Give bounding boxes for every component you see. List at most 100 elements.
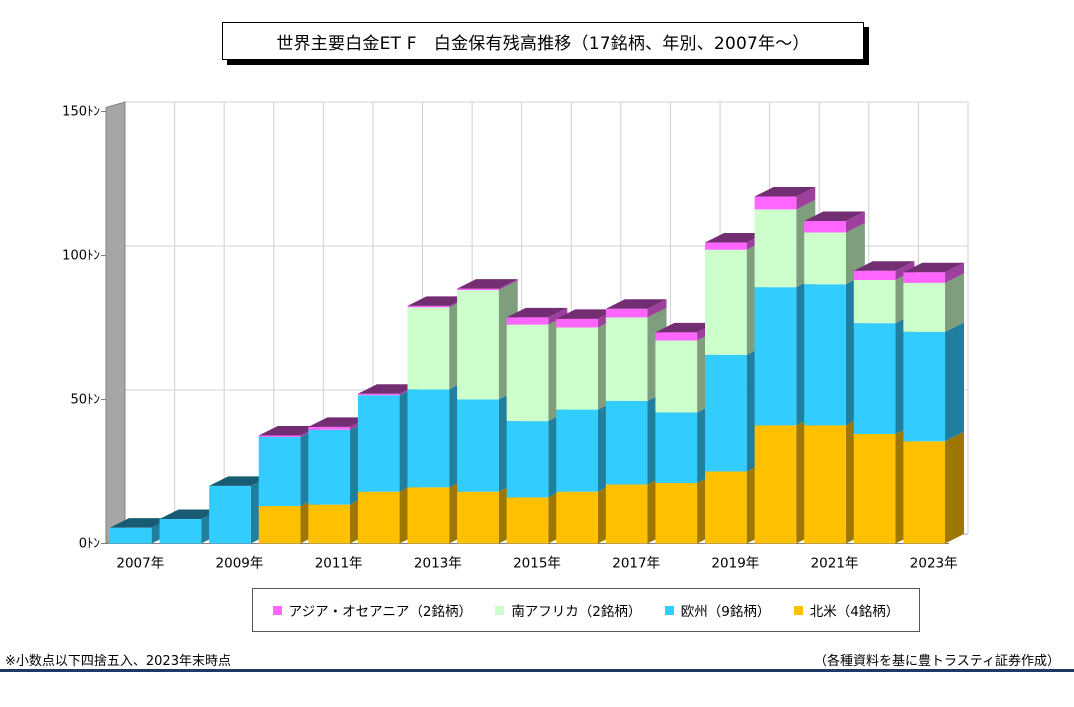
bar-north-america	[506, 497, 549, 544]
bar-europe	[308, 429, 350, 505]
x-tick-label: 2015年	[513, 556, 561, 572]
bar-europe	[605, 400, 648, 485]
bar-europe	[258, 436, 301, 507]
bar-north-america	[705, 471, 747, 544]
bar-south-africa	[705, 249, 747, 355]
bar-south-africa	[605, 317, 648, 401]
bar-north-america	[357, 491, 400, 544]
bar-europe	[109, 527, 152, 544]
bar-europe	[159, 519, 202, 544]
legend-label-south-africa: 南アフリカ（2銘柄）	[511, 604, 642, 620]
bar-top	[457, 279, 518, 289]
bar-north-america	[754, 425, 797, 544]
bar-asia	[903, 272, 946, 283]
bar-asia	[556, 318, 598, 328]
bar-asia	[258, 435, 301, 437]
footer-divider	[0, 669, 1074, 672]
bar-south-africa	[407, 307, 450, 390]
bar-side-asia	[548, 307, 568, 325]
x-tick-label: 2011年	[315, 556, 363, 572]
bar-side-south-africa	[945, 273, 965, 332]
chart-title-text: 世界主要白金ET F 白金保有残高推移（17銘柄、年別、2007年～）	[276, 33, 810, 54]
bar-side-asia	[498, 279, 518, 291]
legend-label-asia: アジア・オセアニア（2銘柄）	[288, 604, 472, 620]
bar-asia	[605, 308, 648, 318]
bar-europe	[705, 354, 747, 472]
bar-north-america	[556, 491, 598, 544]
bar-side-asia	[945, 262, 965, 283]
bar-south-africa	[754, 209, 797, 288]
bar-europe	[655, 412, 698, 484]
bar-top	[506, 307, 568, 318]
bar-europe	[853, 323, 896, 435]
legend-swatch-asia	[272, 605, 282, 615]
x-tick-label: 2023年	[910, 556, 958, 572]
x-tick-label: 2009年	[216, 556, 264, 572]
bar-north-america	[407, 487, 450, 544]
bar-south-africa	[804, 232, 846, 285]
bar-top	[209, 476, 270, 486]
bar-north-america	[605, 484, 648, 544]
x-tick-label: 2019年	[711, 556, 759, 572]
x-tick-label: 2017年	[612, 556, 660, 572]
bar-north-america	[853, 434, 896, 544]
bar-europe	[357, 395, 400, 492]
bar-top	[705, 233, 766, 243]
footnote-source: （各種資料を基に豊トラスティ証券作成）	[814, 654, 1060, 669]
bar-europe	[903, 331, 946, 442]
legend-item-south-africa: 南アフリカ（2銘柄）	[495, 600, 641, 620]
bar-south-africa	[457, 290, 499, 400]
bar-top	[556, 309, 617, 319]
bar-top	[605, 299, 667, 309]
bar-asia	[853, 270, 896, 280]
legend-label-europe: 欧州（9銘柄）	[680, 604, 771, 620]
bar-asia	[457, 288, 499, 291]
bar-asia	[804, 220, 846, 233]
bar-top	[903, 262, 965, 273]
bar-top	[754, 186, 816, 197]
legend-item-north-america: 北米（4銘柄）	[793, 600, 900, 620]
bar-asia	[357, 393, 400, 396]
x-tick-label: 2021年	[811, 556, 859, 572]
bar-top	[109, 518, 171, 528]
bar-top	[804, 211, 865, 221]
bar-top	[308, 417, 369, 427]
bar-north-america	[258, 506, 301, 544]
legend-item-asia: アジア・オセアニア（2銘柄）	[272, 600, 472, 620]
bar-asia	[655, 332, 698, 341]
bar-south-africa	[556, 327, 598, 410]
bar-north-america	[903, 441, 946, 544]
legend-swatch-north-america	[793, 605, 803, 615]
bar-top	[407, 296, 469, 306]
bar-asia	[705, 242, 747, 250]
bar-side-asia	[845, 211, 865, 233]
bar-europe	[804, 284, 846, 426]
legend-swatch-south-africa	[495, 605, 505, 615]
bar-side-asia	[796, 186, 816, 210]
bar-asia	[407, 305, 450, 308]
y-tick-label: 100ﾄﾝ	[62, 249, 100, 264]
legend-label-north-america: 北米（4銘柄）	[809, 604, 900, 620]
bar-south-africa	[853, 279, 896, 324]
bar-side-asia	[895, 261, 915, 280]
bar-north-america	[655, 483, 698, 544]
side-wall	[105, 101, 126, 545]
y-tick-label: 50ﾄﾝ	[70, 393, 100, 408]
x-tick-label: 2013年	[414, 556, 462, 572]
x-tick-label: 2007年	[116, 556, 164, 572]
bar-top	[853, 261, 915, 271]
bar-side-europe	[945, 322, 965, 442]
bar-top	[159, 509, 221, 520]
bar-north-america	[308, 504, 350, 544]
bar-europe	[506, 421, 549, 498]
bar-europe	[457, 399, 499, 492]
bar-south-africa	[506, 324, 549, 422]
bar-europe	[754, 287, 797, 426]
footnote-rounding: ※小数点以下四捨五入、2023年末時点	[5, 654, 231, 669]
bar-europe	[556, 409, 598, 492]
bar-north-america	[804, 425, 846, 544]
legend-swatch-europe	[664, 605, 674, 615]
bar-top	[655, 322, 717, 333]
bar-europe	[407, 389, 450, 488]
